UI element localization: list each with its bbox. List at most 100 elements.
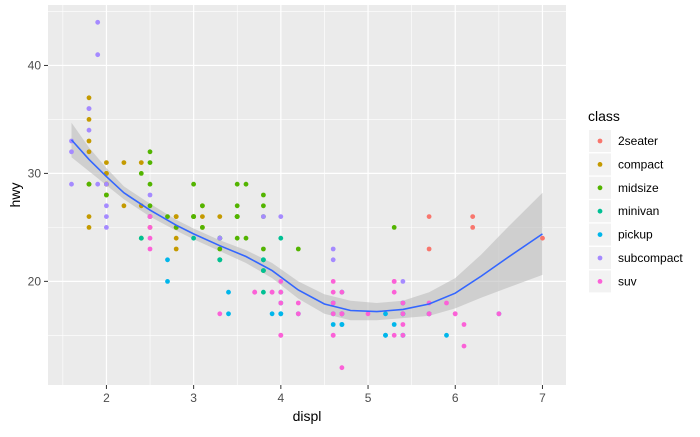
point-suv	[400, 332, 406, 338]
point-suv	[400, 300, 406, 306]
x-tick-label: 4	[277, 391, 284, 405]
point-suv	[147, 246, 153, 252]
legend-swatch-midsize	[597, 185, 603, 191]
point-suv	[496, 311, 502, 317]
point-midsize	[138, 171, 144, 176]
point-subcompact	[278, 214, 284, 220]
legend-swatch-minivan	[597, 208, 603, 214]
legend: class 2seater compact midsize minivan pickup…	[588, 108, 683, 293]
point-suv	[452, 311, 458, 317]
point-compact	[86, 117, 92, 122]
point-suv	[330, 279, 336, 284]
point-subcompact	[95, 52, 101, 58]
legend-label-compact: compact	[618, 157, 664, 171]
point-midsize	[147, 149, 153, 155]
point-midsize	[234, 235, 240, 241]
point-subcompact	[86, 106, 92, 111]
point-minivan	[261, 289, 266, 295]
point-midsize	[104, 192, 109, 198]
smooth-trend-line	[70, 139, 543, 313]
point-minivan	[138, 235, 144, 241]
point-suv	[269, 289, 275, 295]
legend-label-suv: suv	[618, 274, 637, 288]
point-suv	[330, 332, 336, 338]
point-suv	[252, 289, 258, 295]
point-subcompact	[95, 19, 101, 25]
point-suv	[400, 322, 406, 327]
point-suv	[295, 311, 301, 317]
point-subcompact	[147, 192, 153, 198]
x-axis: 2 3 4 5 6 7	[103, 385, 546, 405]
point-2seater	[540, 235, 545, 241]
point-suv	[339, 289, 345, 295]
legend-label-2seater: 2seater	[618, 134, 658, 148]
x-tick-label: 7	[539, 391, 546, 405]
point-midsize	[147, 160, 153, 166]
point-suv	[217, 311, 223, 317]
point-pickup	[165, 279, 170, 284]
point-pickup	[165, 257, 170, 263]
point-pickup	[444, 332, 449, 338]
point-compact	[138, 160, 144, 166]
point-pickup	[278, 311, 284, 317]
point-suv	[295, 300, 301, 306]
point-subcompact	[69, 181, 74, 187]
point-subcompact	[69, 149, 74, 155]
point-suv	[391, 332, 397, 338]
point-suv	[339, 311, 345, 317]
point-compact	[86, 225, 92, 230]
point-suv	[426, 311, 432, 317]
point-pickup	[391, 322, 397, 327]
point-compact	[173, 246, 179, 252]
legend-label-midsize: midsize	[618, 181, 659, 195]
point-midsize	[261, 203, 266, 209]
point-suv	[278, 279, 284, 284]
y-tick-label: 30	[28, 166, 42, 180]
y-tick-label: 40	[28, 58, 42, 72]
point-midsize	[243, 235, 249, 241]
point-subcompact	[261, 214, 266, 220]
legend-label-minivan: minivan	[618, 204, 659, 218]
point-pickup	[269, 311, 275, 317]
point-minivan	[261, 257, 266, 263]
legend-label-subcompact: subcompact	[618, 251, 683, 265]
point-compact	[121, 203, 127, 209]
point-2seater	[426, 214, 432, 220]
point-suv	[400, 311, 406, 317]
point-minivan	[261, 268, 266, 273]
point-2seater	[470, 214, 476, 220]
point-midsize	[234, 181, 240, 187]
point-midsize	[234, 214, 240, 220]
point-suv	[391, 289, 397, 295]
minor-gridlines	[48, 5, 566, 385]
point-suv	[147, 225, 153, 230]
point-suv	[339, 365, 345, 371]
point-midsize	[191, 181, 197, 187]
point-midsize	[200, 225, 205, 230]
point-suv	[278, 300, 284, 306]
x-tick-label: 3	[190, 391, 197, 405]
legend-swatch-subcompact	[597, 255, 603, 261]
point-suv	[391, 279, 397, 284]
point-compact	[173, 235, 179, 241]
y-tick-label: 20	[28, 274, 42, 288]
point-subcompact	[330, 257, 336, 263]
point-minivan	[191, 235, 197, 241]
point-midsize	[86, 181, 92, 187]
point-compact	[86, 214, 92, 220]
point-suv	[278, 289, 284, 295]
point-pickup	[330, 322, 336, 327]
point-subcompact	[217, 235, 223, 241]
point-minivan	[278, 235, 284, 241]
legend-title: class	[588, 108, 620, 124]
point-2seater	[426, 246, 432, 252]
point-suv	[444, 300, 449, 306]
y-axis: 20 30 40	[28, 58, 48, 288]
point-suv	[461, 343, 467, 349]
x-tick-label: 5	[365, 391, 372, 405]
legend-label-pickup: pickup	[618, 228, 653, 242]
point-midsize	[147, 181, 153, 187]
point-compact	[173, 214, 179, 220]
legend-swatch-pickup	[597, 232, 603, 238]
